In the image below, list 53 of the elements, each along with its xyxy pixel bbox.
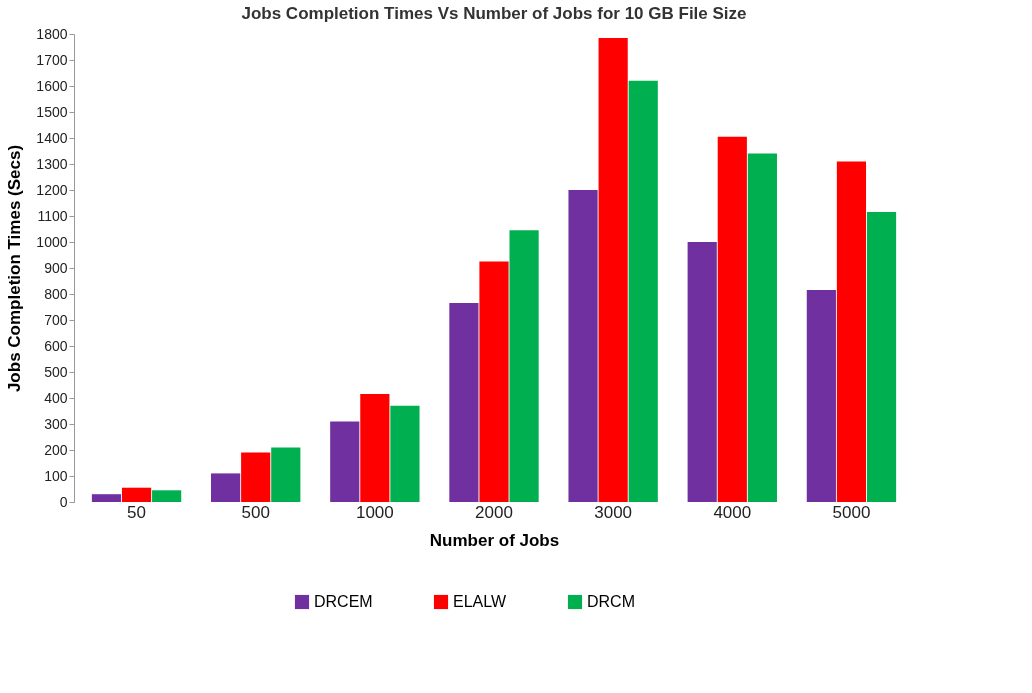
- bar: [152, 490, 182, 502]
- legend-label: DRCM: [587, 593, 635, 610]
- bar: [628, 80, 658, 502]
- x-tick-label: 3000: [594, 502, 633, 522]
- bar: [568, 190, 598, 502]
- y-tick-label: 200: [44, 441, 68, 458]
- bar: [717, 136, 747, 502]
- bar: [598, 37, 628, 502]
- bar: [121, 487, 152, 502]
- chart-title: Jobs Completion Times Vs Number of Jobs for 10 GB File Size: [241, 4, 747, 23]
- y-tick-label: 1300: [36, 155, 68, 172]
- y-tick-label: 1700: [36, 51, 68, 68]
- bar: [241, 452, 271, 502]
- y-tick-label: 1200: [36, 181, 68, 198]
- x-tick-label: 2000: [475, 502, 513, 522]
- x-tick-label: 500: [241, 502, 270, 522]
- y-tick-label: 700: [44, 311, 68, 328]
- bar: [91, 494, 122, 502]
- bar: [836, 161, 867, 502]
- legend-label: ELALW: [453, 593, 507, 610]
- y-tick-label: 400: [44, 389, 68, 406]
- y-tick-label: 300: [44, 415, 68, 432]
- y-tick-label: 1600: [36, 77, 68, 94]
- bar: [509, 230, 539, 502]
- bar: [866, 212, 897, 502]
- bar: [449, 303, 479, 502]
- y-tick-label: 1500: [36, 103, 68, 120]
- bar: [747, 153, 777, 502]
- y-tick-label: 0: [59, 493, 68, 510]
- bar: [330, 421, 360, 502]
- y-tick-label: 1100: [37, 207, 68, 224]
- bar: [687, 242, 717, 502]
- bar: [360, 394, 390, 502]
- y-tick-label: 600: [44, 337, 68, 354]
- bar: [806, 290, 836, 502]
- bar: [479, 261, 509, 502]
- y-tick-label: 1000: [36, 233, 68, 250]
- y-tick-label: 1800: [36, 25, 68, 42]
- y-tick-label: 500: [44, 363, 68, 380]
- x-tick-label: 1000: [355, 502, 394, 522]
- x-tick-label: 4000: [713, 502, 752, 522]
- y-tick-label: 800: [44, 285, 68, 302]
- bar: [271, 447, 301, 502]
- x-axis-title: Number of Jobs: [429, 530, 560, 550]
- y-tick-label: 100: [44, 467, 68, 484]
- y-tick-label: 900: [44, 259, 68, 276]
- x-tick-label: 5000: [832, 502, 871, 522]
- legend-label: DRCEM: [314, 593, 373, 610]
- x-tick-label: 50: [127, 502, 147, 522]
- bar: [390, 405, 420, 502]
- bar: [211, 473, 241, 502]
- y-axis-title: Jobs Completion Times (Secs): [5, 144, 25, 393]
- y-tick-label: 1400: [36, 129, 68, 146]
